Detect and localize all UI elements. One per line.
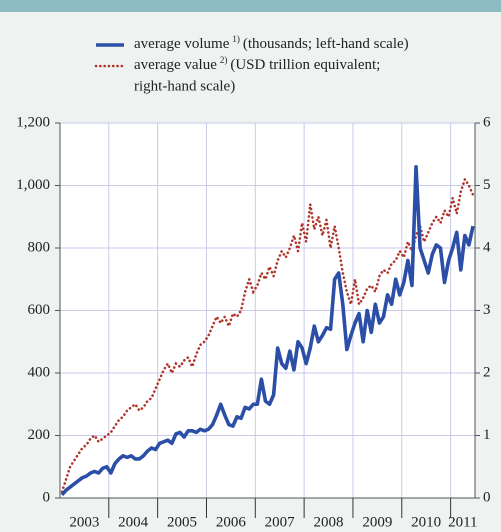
x-tick-label: 2003 xyxy=(69,514,99,530)
series-line xyxy=(60,176,475,494)
legend-text: average value xyxy=(134,57,217,73)
y2-tick-label: 4 xyxy=(483,239,491,255)
legend-label: average volume 1) (thousands; left-hand sc… xyxy=(134,34,409,52)
legend-note: 1) xyxy=(232,34,240,44)
y-tick-label: 800 xyxy=(28,239,51,255)
y-tick-label: 400 xyxy=(28,364,51,380)
series-line xyxy=(60,164,475,497)
y2-tick-label: 5 xyxy=(483,177,491,193)
x-tick-label: 2010 xyxy=(411,514,441,530)
legend-text: (thousands; left-hand scale) xyxy=(243,36,409,52)
legend-text: (USD trillion equivalent; xyxy=(230,57,380,73)
y-tick-label: 600 xyxy=(28,302,51,318)
x-tick-label: 2007 xyxy=(265,514,296,530)
legend-text: average volume xyxy=(134,36,230,52)
header-band xyxy=(0,0,501,12)
y2-tick-label: 3 xyxy=(483,302,491,318)
x-tick-label: 2006 xyxy=(216,514,247,530)
grid xyxy=(60,122,475,499)
x-tick-label: 2009 xyxy=(362,514,392,530)
legend-text: right-hand scale) xyxy=(134,78,235,94)
y-tick-label: 1,000 xyxy=(16,177,50,193)
y2-tick-label: 0 xyxy=(483,489,491,505)
x-tick-label: 2011 xyxy=(448,514,477,530)
x-tick-label: 2005 xyxy=(167,514,197,530)
y2-tick-label: 6 xyxy=(483,114,491,130)
x-tick-label: 2008 xyxy=(314,514,344,530)
legend-note: 2) xyxy=(220,55,228,65)
legend-label: average value 2) (USD trillion equivalent; xyxy=(134,55,380,73)
y2-tick-label: 2 xyxy=(483,364,491,380)
y-tick-label: 1,200 xyxy=(16,114,50,130)
y-tick-label: 0 xyxy=(43,489,51,505)
legend: average volume 1) (thousands; left-hand sc… xyxy=(94,34,409,94)
x-tick-label: 2004 xyxy=(118,514,149,530)
marks xyxy=(60,164,475,497)
axes: 0 200 400 600 800 1,000 1,200 0 1 2 3 4 5 6 2003 2004 20… xyxy=(16,114,491,530)
y-tick-label: 200 xyxy=(28,427,51,443)
y2-tick-label: 1 xyxy=(483,427,491,443)
